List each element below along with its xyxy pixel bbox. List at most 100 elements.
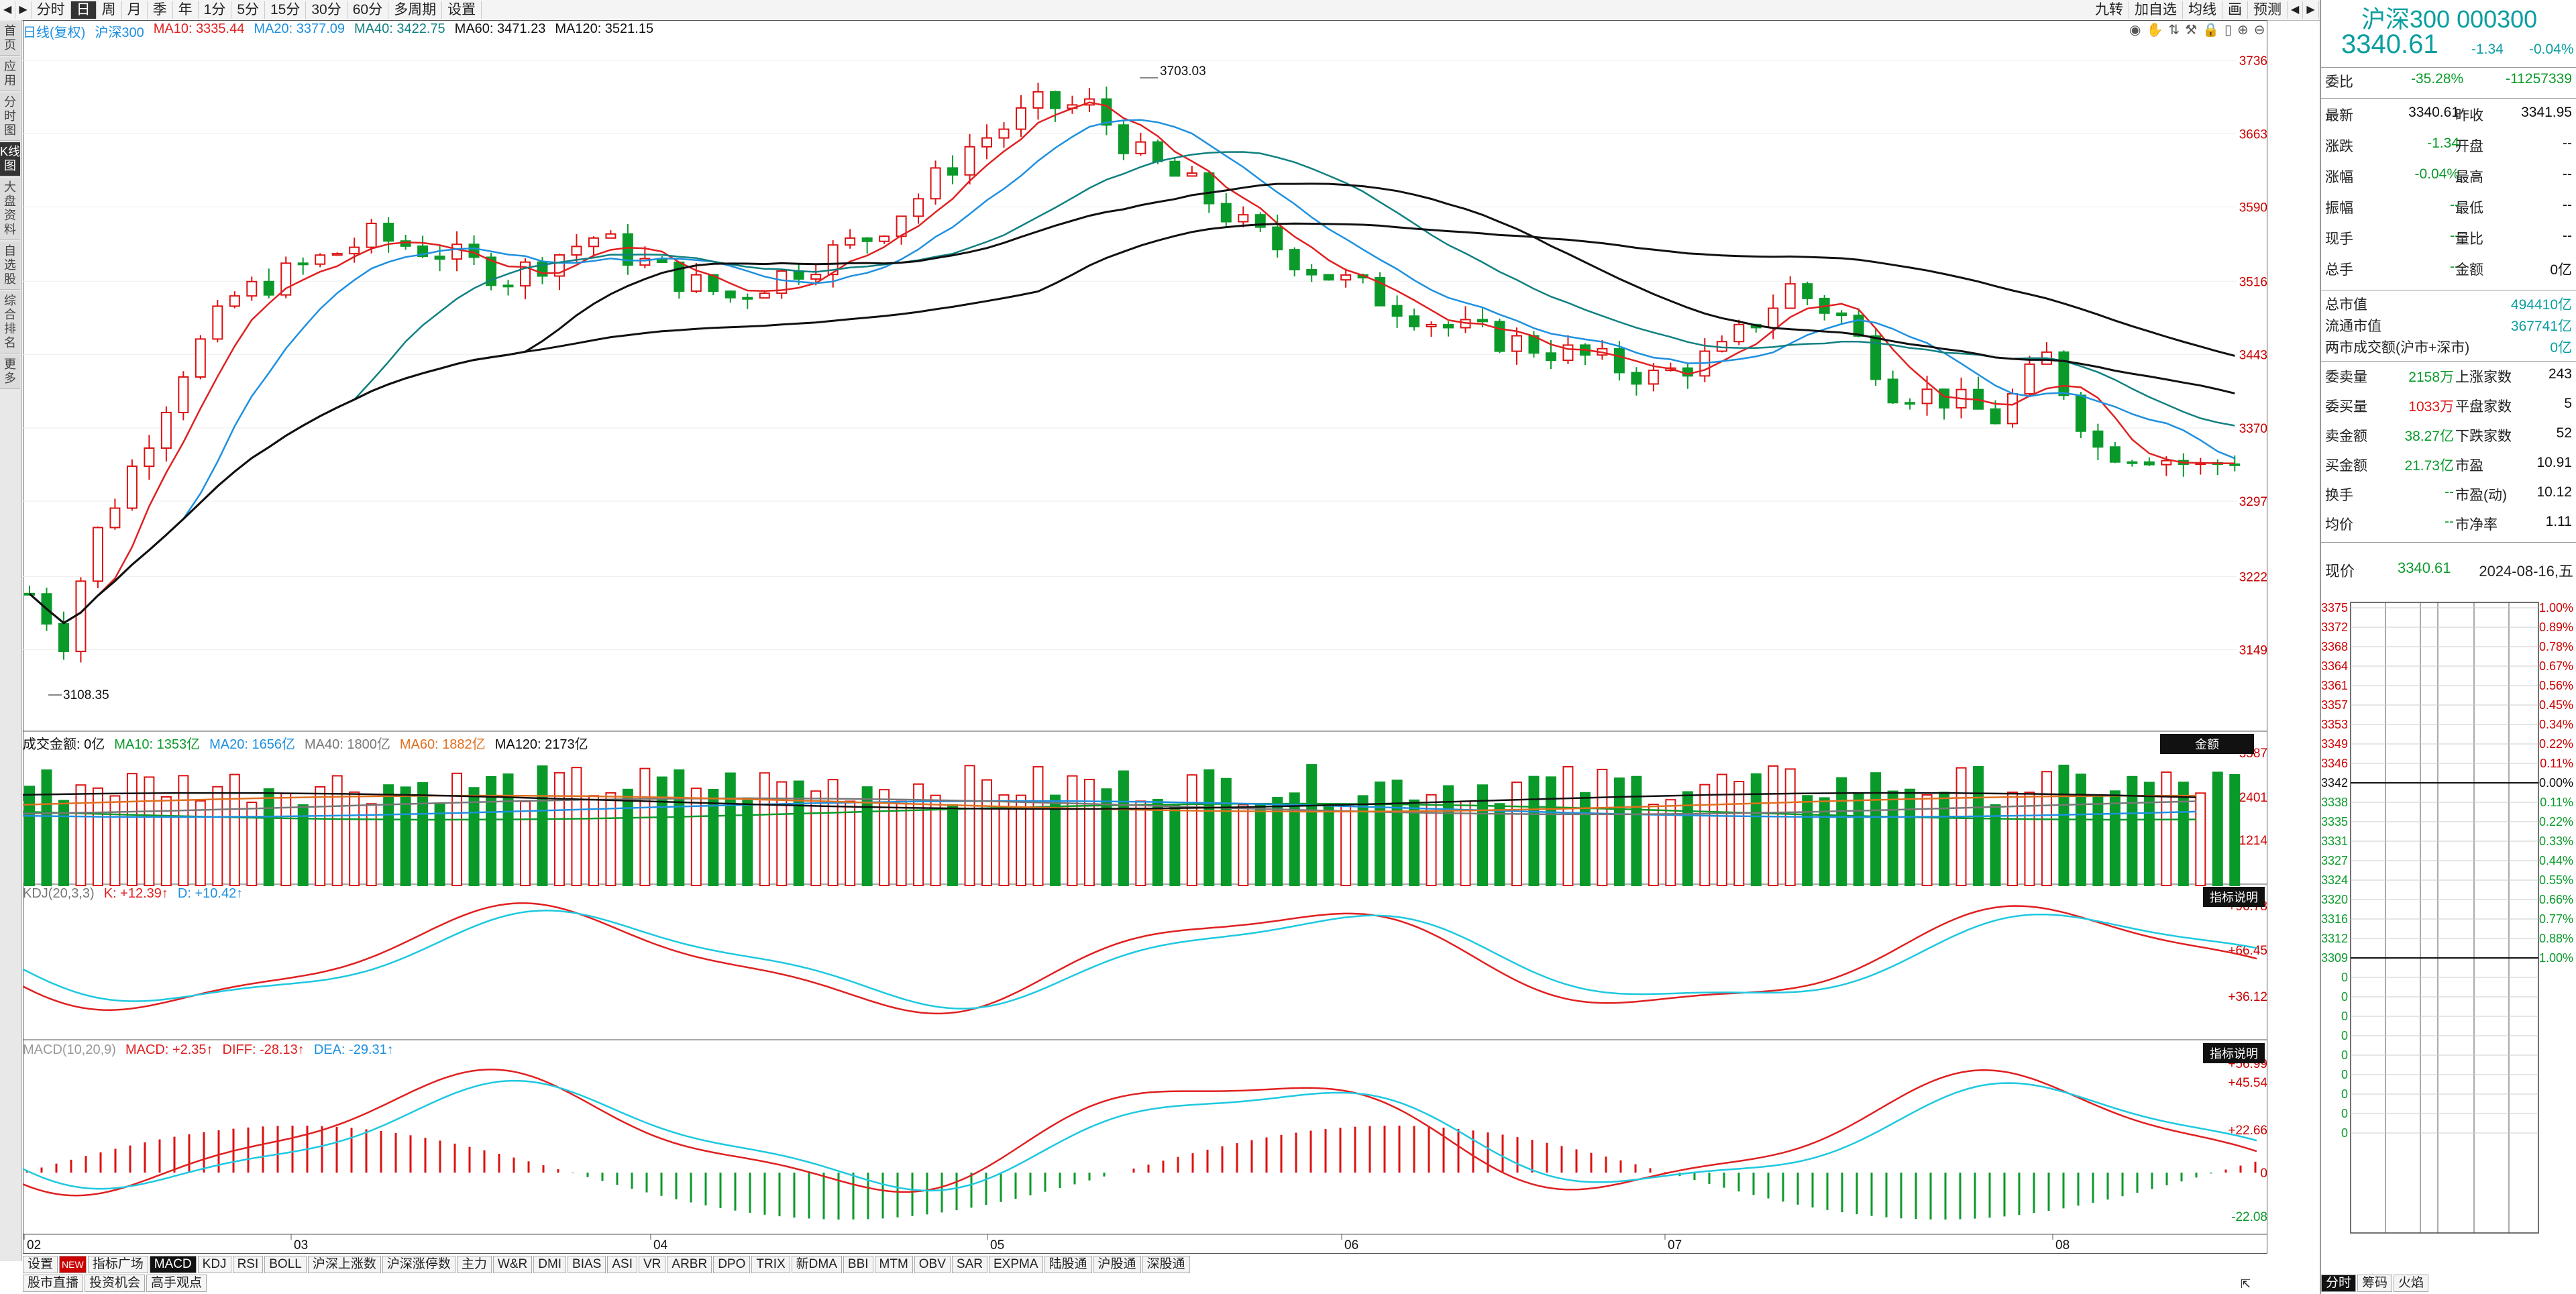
volume-bar [1289,792,1300,886]
indicator-tab[interactable]: DMI [533,1256,567,1273]
lock-icon[interactable]: 🔒 [2202,23,2219,38]
period-tab[interactable]: 30分 [306,1,347,19]
indicator-tab[interactable]: MTM [874,1256,913,1273]
period-tab[interactable]: 5分 [231,1,265,19]
panel-right-button[interactable]: ▶ [2303,1,2319,19]
candle-body [331,253,343,256]
candle-body [349,246,360,255]
candle-body [553,254,565,277]
indicator-tab[interactable]: 沪深上涨数 [307,1256,381,1273]
depth-row: 委卖量 2158万 上涨家数 243 [2324,366,2573,397]
indicator-tab-macd[interactable]: MACD [149,1256,197,1273]
indicator-tab[interactable]: VR [638,1256,666,1273]
volume-bar [486,775,497,887]
indicator-tab[interactable]: BOLL [264,1256,307,1273]
candle-body [1340,274,1352,281]
sidebar-item-timeshare[interactable]: 分时图 [0,93,20,141]
mini-timeshare-chart[interactable]: 3375 3372 3368 3364 3361 3357 3353 3349 3346 3342… [2321,596,2576,1240]
mini-left-label: 0 [2341,1048,2348,1062]
live-link[interactable]: 股市直播 [23,1275,84,1292]
indicator-tab[interactable]: TRIX [751,1256,790,1273]
opportunity-link[interactable]: 投资机会 [85,1275,146,1292]
period-tab[interactable]: 年 [173,1,199,19]
vol-legend-ma60: MA60: 1882亿 [399,737,486,752]
panel-tab-chips[interactable]: 筹码 [2357,1275,2393,1292]
indicator-tab[interactable]: 新DMA [791,1256,842,1273]
period-tab[interactable]: 季 [148,1,173,19]
indicator-tab[interactable]: DPO [713,1256,751,1273]
volume-ma-line [23,802,2197,821]
period-tab[interactable]: 60分 [347,1,389,19]
sync-icon[interactable]: ⇅ [2168,23,2180,38]
volume-bar [434,803,445,887]
draw-button[interactable]: 画 [2222,1,2248,19]
ma-button[interactable]: 均线 [2183,1,2222,19]
volume-bar [383,784,394,887]
indicator-tab[interactable]: 沪股通 [1093,1256,1141,1273]
indicator-tab[interactable]: BIAS [568,1256,606,1273]
hand-icon[interactable]: ✋ [2146,23,2163,38]
indicator-tab[interactable]: 陆股通 [1044,1256,1092,1273]
indicator-tab[interactable]: BBI [843,1256,873,1273]
sidebar-item-kline[interactable]: K线图 [0,142,20,176]
sidebar-item-ranking[interactable]: 综合排名 [0,291,20,354]
indicator-tab[interactable]: ARBR [667,1256,712,1273]
expert-link[interactable]: 高手观点 [146,1275,207,1292]
indicator-tab[interactable]: SAR [951,1256,987,1273]
volume-bar [75,784,87,886]
indicator-tab[interactable]: 主力 [456,1256,492,1273]
legend-ma120: MA120: 3521.15 [555,21,654,36]
indicator-tab[interactable]: ASI [607,1256,637,1273]
indicator-settings-tab[interactable]: 设置 [23,1256,58,1273]
settings-tab[interactable]: 设置 [442,1,482,19]
multi-period-tab[interactable]: 多周期 [388,1,443,19]
indicator-tab[interactable]: W&R [492,1256,533,1273]
x-axis-label: 07 [1668,1238,1682,1252]
period-tab[interactable]: 1分 [199,1,232,19]
sidebar-item-home[interactable]: 首页 [0,21,20,56]
add-favorite-button[interactable]: 加自选 [2129,1,2183,19]
scroll-right-button[interactable]: ▶ [15,1,32,19]
zoom-out-icon[interactable]: ⊖ [2253,23,2265,38]
panel-tab-timeshare[interactable]: 分时 [2321,1275,2357,1292]
volume-bar [793,780,804,887]
collapse-arrow-icon[interactable]: ⇱ [2241,1277,2251,1291]
indicator-tab[interactable]: EXPMA [988,1256,1043,1273]
trash-icon[interactable]: ▯ [2224,23,2232,38]
period-tab[interactable]: 月 [122,1,148,19]
jiuzhuan-button[interactable]: 九转 [2090,1,2129,19]
forecast-button[interactable]: 预测 [2248,1,2288,19]
sidebar-item-watchlist[interactable]: 自选股 [0,241,20,290]
macd-help-button[interactable]: 指标说明 [2203,1043,2265,1063]
sidebar-item-market-info[interactable]: 大盘资料 [0,178,20,240]
period-tab[interactable]: 分时 [32,1,71,19]
period-tab[interactable]: 15分 [265,1,307,19]
panel-left-button[interactable]: ◀ [2288,1,2304,19]
mini-right-label: 0.89% [2539,621,2573,634]
period-tab[interactable]: 周 [97,1,122,19]
scroll-left-button[interactable]: ◀ [0,1,16,19]
sidebar-item-more[interactable]: 更多 [0,355,20,389]
tool-icon[interactable]: ⚒ [2185,23,2198,38]
indicator-tab[interactable]: KDJ [197,1256,231,1273]
volume-amount-dropdown[interactable]: 金额 [2160,734,2254,754]
kline-chart-area[interactable]: 3736366335903516344333703297322231493587… [23,20,2267,1254]
volume-bar [810,790,822,886]
ma20-line [29,119,2235,625]
indicator-tab[interactable]: RSI [232,1256,264,1273]
period-tab-selected[interactable]: 日 [70,1,97,19]
kline-chart[interactable]: 3736366335903516344333703297322231493587… [23,20,2267,1254]
volume-ma-line [23,792,2197,810]
depth-value: 52 [2556,425,2572,441]
indicator-tab[interactable]: 深股通 [1142,1256,1190,1273]
kdj-help-button[interactable]: 指标说明 [2203,887,2265,907]
indicator-tab[interactable]: OBV [914,1256,951,1273]
zoom-in-icon[interactable]: ⊕ [2237,23,2249,38]
sidebar-item-apps[interactable]: 应用 [0,57,20,91]
quote-value: -- [2450,259,2459,274]
indicator-plaza-tab[interactable]: 指标广场 [87,1256,148,1273]
indicator-tab[interactable]: 沪深涨停数 [382,1256,455,1273]
eye-icon[interactable]: ◉ [2129,23,2141,38]
candle-body [1186,172,1197,177]
panel-tab-flame[interactable]: 火焰 [2394,1275,2429,1292]
